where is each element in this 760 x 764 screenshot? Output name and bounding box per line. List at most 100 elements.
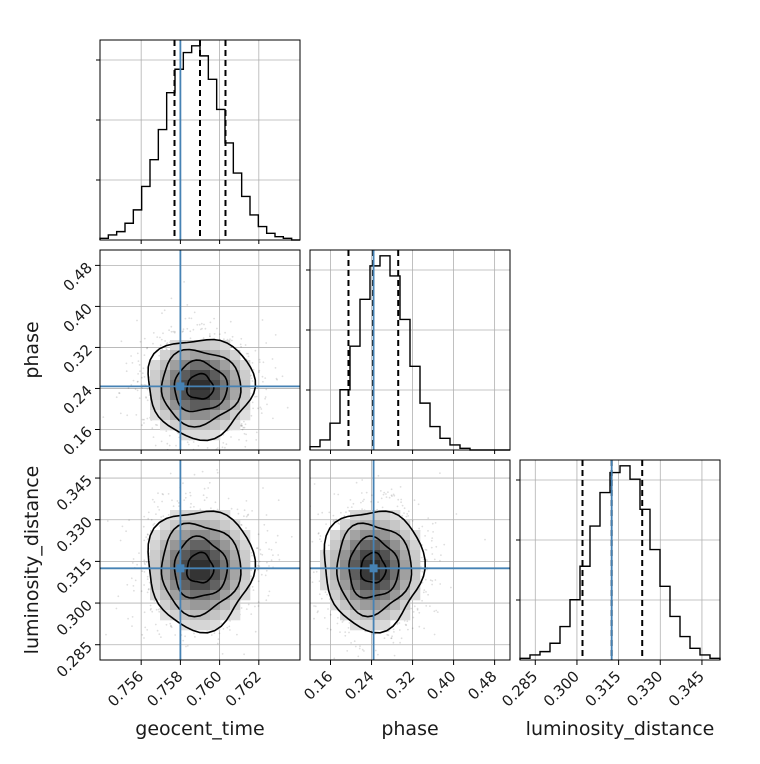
sample-point	[218, 333, 221, 336]
sample-point	[150, 518, 153, 521]
sample-point	[245, 439, 248, 442]
density-bin	[200, 610, 211, 621]
sample-point	[226, 626, 229, 629]
sample-point	[333, 493, 336, 495]
sample-point	[255, 439, 258, 441]
density-bin	[220, 610, 231, 621]
density-bin	[180, 610, 191, 621]
density-bin	[370, 550, 381, 561]
sample-point	[379, 490, 382, 492]
sample-point	[271, 358, 274, 360]
sample-point	[144, 626, 147, 629]
x-tick-label: 0.345	[665, 667, 708, 710]
density-bin	[370, 530, 381, 541]
sample-point	[258, 369, 261, 372]
sample-point	[247, 355, 250, 358]
sample-point	[140, 590, 143, 592]
sample-point	[146, 399, 149, 402]
density-bin	[180, 390, 191, 401]
sample-point	[252, 407, 255, 410]
sample-point	[266, 561, 268, 564]
sample-point	[425, 591, 427, 593]
sample-point	[146, 575, 149, 578]
density-bin	[210, 520, 221, 531]
density-bin	[400, 610, 411, 621]
sample-point	[355, 481, 358, 484]
sample-point	[405, 624, 408, 627]
density-bin	[200, 550, 211, 561]
x-axis-label-luminosity-distance: luminosity_distance	[526, 718, 715, 740]
sample-point	[95, 390, 97, 392]
sample-point	[149, 604, 152, 607]
density-bin	[170, 420, 181, 431]
sample-point	[275, 377, 278, 380]
sample-point	[197, 445, 200, 447]
sample-point	[160, 440, 163, 443]
sample-point	[240, 423, 243, 425]
sample-point	[165, 623, 168, 626]
sample-point	[125, 362, 128, 365]
sample-point	[139, 340, 142, 343]
panel-content	[95, 250, 300, 450]
density-bin	[210, 540, 221, 551]
sample-point	[401, 514, 404, 517]
sample-point	[325, 523, 327, 525]
sample-point	[328, 511, 331, 514]
density-bin	[350, 570, 361, 581]
sample-point	[265, 388, 268, 391]
density-bin	[400, 590, 411, 601]
sample-point	[359, 645, 361, 648]
sample-point	[125, 530, 127, 533]
sample-point	[136, 381, 139, 383]
sample-point	[390, 494, 393, 497]
density-bin	[340, 560, 351, 571]
sample-point	[240, 524, 243, 526]
density-bin	[360, 620, 371, 631]
density-bin	[370, 520, 381, 531]
sample-point	[158, 633, 161, 636]
sample-point	[186, 441, 189, 444]
sample-point	[407, 628, 409, 631]
sample-point	[143, 418, 145, 421]
histogram-step-phase	[309, 255, 510, 451]
density-bin	[150, 380, 161, 391]
sample-point	[423, 589, 426, 591]
density-bin	[170, 550, 181, 561]
sample-point	[307, 558, 309, 560]
sample-point	[343, 515, 346, 517]
sample-point	[151, 427, 154, 430]
sample-point	[173, 330, 176, 333]
density-bin	[200, 390, 211, 401]
sample-point	[161, 348, 164, 350]
density-bin	[190, 340, 201, 351]
sample-point	[119, 412, 122, 415]
density-bin	[160, 410, 171, 421]
density-bin	[380, 600, 391, 611]
sample-point	[333, 519, 335, 522]
sample-point	[199, 328, 202, 331]
sample-point	[268, 565, 270, 567]
sample-point	[146, 629, 149, 631]
density-bin	[230, 550, 241, 561]
density-bin	[170, 590, 181, 601]
sample-point	[166, 342, 169, 344]
sample-point	[250, 569, 253, 572]
sample-point	[135, 414, 138, 416]
sample-point	[254, 395, 256, 398]
sample-point	[439, 583, 442, 585]
sample-point	[131, 562, 134, 564]
sample-point	[178, 505, 180, 507]
sample-point	[102, 416, 105, 418]
y-axis-label-luminosity-distance: luminosity_distance	[21, 466, 43, 655]
panel-frame	[99, 249, 301, 451]
sample-point	[254, 630, 257, 633]
sample-point	[186, 304, 189, 306]
sample-point	[177, 432, 180, 435]
sample-point	[254, 349, 257, 352]
sample-point	[208, 333, 211, 335]
density-bin	[380, 520, 391, 531]
sample-point	[157, 608, 160, 611]
density-bin	[180, 550, 191, 561]
